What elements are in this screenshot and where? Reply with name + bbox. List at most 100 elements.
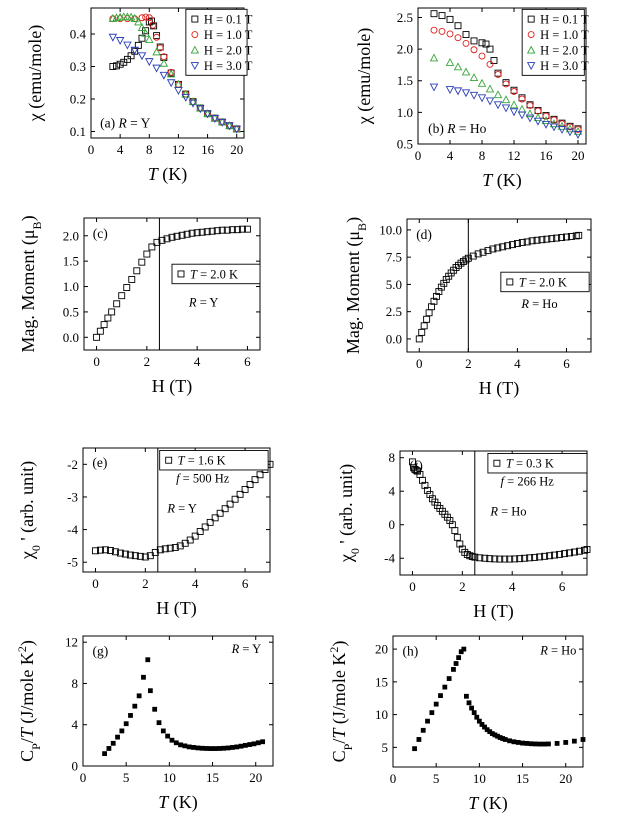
data-point [509, 108, 519, 117]
data-point [515, 740, 521, 745]
data-point [145, 14, 153, 22]
data-point [418, 328, 426, 336]
data-point [111, 548, 119, 556]
data-point [501, 104, 511, 113]
data-point [506, 555, 514, 563]
data-point [464, 254, 472, 262]
data-point [208, 746, 214, 751]
panel-label: (c) [93, 226, 108, 241]
x-axis-label: T (K) [482, 170, 522, 191]
data-point [168, 233, 176, 241]
y-tick-label: 0.3 [70, 59, 86, 74]
data-point [491, 555, 499, 563]
y-tick-label: 2.0 [63, 228, 79, 243]
data-point [533, 112, 543, 121]
data-point [580, 737, 586, 742]
legend-marker [177, 270, 185, 278]
legend-label: T = 1.6 K [178, 454, 226, 468]
data-point [471, 553, 479, 561]
series-4 [429, 83, 583, 139]
data-point [481, 554, 489, 562]
legend: H = 0.1 TH = 1.0 T H = 2.0 TH = 3.0 T [185, 8, 253, 76]
data-point [486, 45, 494, 53]
data-point [123, 55, 131, 63]
data-point [221, 745, 227, 751]
data-point [453, 661, 459, 666]
data-point [493, 101, 503, 110]
data-point [204, 746, 209, 751]
series-1 [415, 231, 583, 343]
data-point [464, 693, 469, 699]
data-point [509, 241, 516, 249]
data-point [432, 292, 440, 300]
data-point [119, 728, 125, 734]
y-tick-label: -4 [384, 551, 395, 566]
y-tick-label: 0.5 [397, 137, 413, 152]
data-point [442, 684, 448, 690]
data-point [118, 292, 126, 300]
data-point [479, 248, 487, 256]
data-point [477, 78, 487, 87]
panel-label: (d) [416, 227, 432, 242]
x-tick-label: 8 [146, 142, 153, 157]
legend-label: H = 0.1 T [540, 13, 589, 27]
data-point [420, 322, 428, 330]
plot-frame [406, 218, 592, 353]
y-tick-label: 10.0 [379, 222, 402, 237]
y-tick-label: 0.0 [63, 330, 79, 345]
data-point [113, 62, 120, 70]
data-point [463, 551, 471, 558]
data-point [430, 297, 438, 305]
data-point [423, 315, 431, 323]
x-tick-label: 0 [415, 148, 422, 163]
data-point [199, 745, 205, 751]
data-point [236, 490, 244, 498]
data-point [456, 655, 462, 661]
data-point [102, 751, 107, 757]
data-point [425, 309, 433, 317]
data-point [121, 550, 129, 558]
panel-a: 0 4 8 12 16 200.10.20.30.4H = 0.1 TH = 1.0 TH… [25, 7, 253, 185]
data-point [516, 555, 524, 563]
x-tick-label: 0 [93, 354, 100, 369]
data-point [485, 84, 495, 93]
annotation: R = Ho [539, 643, 576, 657]
data-point [438, 12, 446, 20]
data-point [557, 126, 567, 134]
legend-label: H = 3.0 T [204, 59, 253, 73]
data-point [563, 740, 569, 745]
data-point [458, 649, 464, 655]
data-point [233, 226, 241, 234]
data-point [225, 745, 231, 751]
legend-box [185, 8, 248, 76]
data-point [541, 741, 547, 747]
data-point [484, 727, 490, 733]
data-point [217, 746, 222, 751]
data-point [502, 80, 510, 88]
data-point [238, 225, 246, 233]
data-point [523, 238, 531, 246]
legend-marker [527, 31, 535, 39]
data-point [565, 128, 575, 137]
data-point [495, 733, 500, 739]
data-point [425, 718, 430, 724]
data-point [156, 720, 162, 726]
series-1 [93, 225, 251, 341]
data-point [106, 746, 112, 751]
data-point [423, 486, 431, 494]
y-tick-label: 0 [389, 517, 396, 532]
data-point [128, 713, 133, 718]
legend-marker [526, 62, 536, 71]
data-point [231, 495, 239, 503]
data-point [143, 250, 151, 258]
data-point [255, 740, 261, 746]
data-point [476, 718, 482, 724]
annotation: f = 266 Hz [501, 475, 555, 489]
data-point [412, 746, 417, 752]
data-point [451, 527, 459, 535]
data-point [493, 90, 503, 99]
data-point [440, 279, 448, 287]
data-point [132, 703, 138, 709]
data-point [178, 231, 186, 239]
